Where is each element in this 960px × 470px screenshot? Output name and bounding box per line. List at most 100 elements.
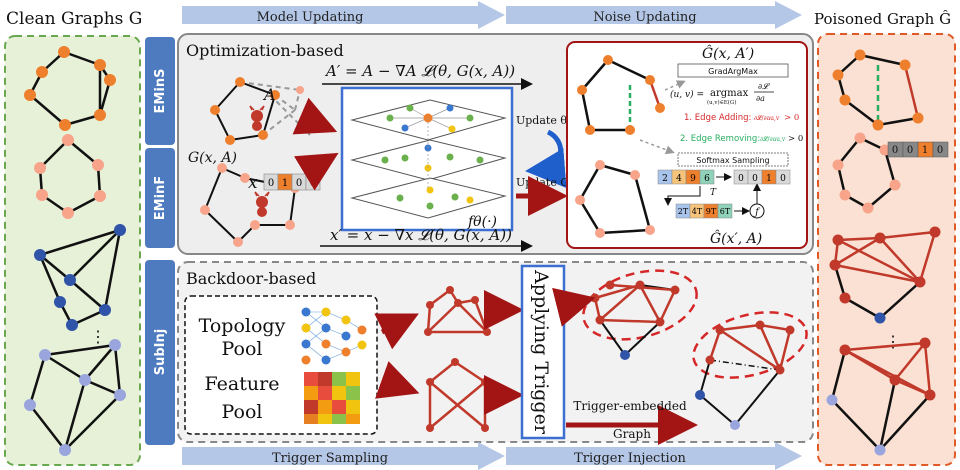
injected-graph-2 [692, 311, 808, 430]
tab-eminf-label: EMinF [153, 176, 168, 220]
tab-subinj [145, 260, 175, 445]
noise-graph-bottom [575, 160, 655, 238]
gnn-layers [350, 99, 507, 219]
feature-heatmap-icon [304, 372, 360, 424]
edge-removing-frac: ∂𝓛/∂au,v [760, 136, 786, 143]
tab-emins [145, 37, 175, 145]
fv-cell-0: 0 [268, 178, 274, 189]
oh-cell-1: 0 [752, 174, 758, 184]
gradargmax-box [677, 63, 789, 78]
softmax-label: Softmax Sampling [696, 156, 769, 165]
argmax-op: argmax [710, 88, 749, 99]
equation-a: A′ = A − ∇A 𝓛(θ, G(x, A)) [324, 62, 515, 80]
fv-cell-2: 0 [296, 178, 302, 189]
label-g: G(x, A) [188, 150, 237, 166]
trigger-graph-1 [424, 286, 491, 336]
noise-updating-label: Noise Updating [593, 10, 696, 25]
argmax-sub: (u,v)∈E(G) [707, 99, 736, 106]
devil-icon-1 [249, 105, 265, 131]
arrow-vector-to-t [664, 186, 701, 206]
noise-graph-top [577, 55, 686, 155]
model-updating-label: Model Updating [257, 10, 364, 25]
arrow-topology-to-trigger [374, 313, 419, 350]
pfv-cell-2: 1 [922, 145, 928, 156]
softmax-vector-t: 2T 4T 9T 6T [675, 203, 733, 219]
gradargmax-label: GradArgMax [708, 67, 758, 76]
poisoned-ellipsis: ⋮ [885, 332, 901, 351]
label-a: A [262, 85, 276, 104]
adjacency-graph: A [210, 77, 311, 145]
argmax-lhs: (u, v) = [670, 89, 704, 100]
pfv-cell-3: 0 [937, 145, 943, 156]
update-g-label: Update G [516, 176, 569, 189]
fv-cell-3: 0 [310, 178, 316, 189]
arrow-x-to-model [293, 152, 339, 191]
poisoned-graph-1 [832, 49, 924, 131]
label-x: x [248, 173, 258, 193]
trigger-embedded-line2: Graph [613, 427, 651, 441]
feature-pool-line1: Feature [205, 373, 280, 395]
clean-graph-1-nodes [24, 46, 116, 131]
arrow-apply-to-injected-1 [552, 287, 596, 327]
feature-vector-input: 0 1 0 0 [263, 173, 321, 191]
model-label: fθ(·) [467, 214, 497, 230]
devil-icon-2 [254, 191, 270, 217]
backdoor-title: Backdoor-based [186, 269, 316, 288]
sv-cell-0: 2 [662, 174, 668, 184]
noise-panel [566, 41, 808, 249]
trigger-injection-arrow: Trigger Injection [506, 442, 802, 470]
trigger-sampling-label: Trigger Sampling [272, 451, 388, 466]
trigger-embedded-line1: Trigger-embedded [573, 399, 687, 413]
tab-eminf [145, 148, 175, 248]
topology-pool-line2: Pool [222, 338, 263, 360]
noise-updating-arrow: Noise Updating [506, 1, 802, 29]
tab-emins-label: EMinS [153, 69, 168, 114]
svt-cell-0: 2T [678, 207, 689, 216]
trigger-injection-label: Trigger Injection [574, 451, 686, 466]
edge-adding-label: 1. Edge Adding: [684, 113, 751, 123]
fv-cell-1: 1 [282, 178, 288, 189]
argmax-frac-num: ∂𝓛 [758, 82, 770, 91]
softmax-box [677, 152, 789, 167]
clean-graphs-panel [4, 35, 141, 466]
pfv-cell-1: 0 [907, 145, 913, 156]
sv-cell-2: 9 [690, 174, 696, 184]
topology-pool-line1: Topology [199, 315, 286, 337]
edge-removing-gt: > 0 [788, 134, 803, 144]
t-label: T [710, 188, 717, 198]
poisoned-graph-title: Poisoned Graph Ĝ [814, 10, 951, 28]
onehot-vector: 0 0 1 0 [733, 169, 791, 185]
clean-graph-4 [28, 343, 122, 451]
poisoned-graph-panel [817, 33, 956, 466]
clean-graph-3-nodes [34, 224, 126, 331]
noise-title-top: Ĝ(x, A′) [702, 44, 754, 62]
softmax-function-label: ƒ [753, 207, 761, 218]
poisoned-feature-vector: 0 0 1 0 [887, 141, 949, 158]
feature-pool-line2: Pool [222, 401, 263, 423]
oh-cell-3: 0 [780, 174, 786, 184]
edge-adding-gt: > 0 [784, 113, 799, 123]
sv-cell-3: 6 [704, 174, 710, 184]
sv-cell-1: 4 [676, 174, 682, 184]
clean-graph-3 [38, 228, 122, 327]
arrow-a-to-model [292, 97, 338, 135]
pfv-cell-0: 0 [892, 145, 898, 156]
update-theta-arrow [525, 129, 567, 188]
argmax-frac-den: ∂a [756, 94, 765, 103]
svt-cell-2: 9T [706, 207, 717, 216]
trigger-graph-2 [426, 358, 489, 432]
clean-ellipsis: ⋮ [90, 327, 106, 346]
neural-network-icon [301, 307, 367, 365]
clean-graph-2-nodes [34, 134, 106, 219]
svt-cell-1: 4T [692, 207, 703, 216]
model-updating-arrow: Model Updating [182, 1, 505, 29]
oh-cell-0: 0 [738, 174, 744, 184]
edge-adding-frac: ∂𝓛/∂au,v [754, 115, 780, 122]
svt-cell-3: 6T [720, 207, 731, 216]
poisoned-graph-4 [826, 337, 936, 456]
update-theta-label: Update θ [516, 114, 567, 127]
equation-x: x′ = x − ∇x 𝓛(θ, G(x, A)) [330, 226, 512, 244]
tab-subinj-label: SubInj [153, 329, 168, 375]
trigger-sampling-arrow: Trigger Sampling [182, 442, 505, 470]
